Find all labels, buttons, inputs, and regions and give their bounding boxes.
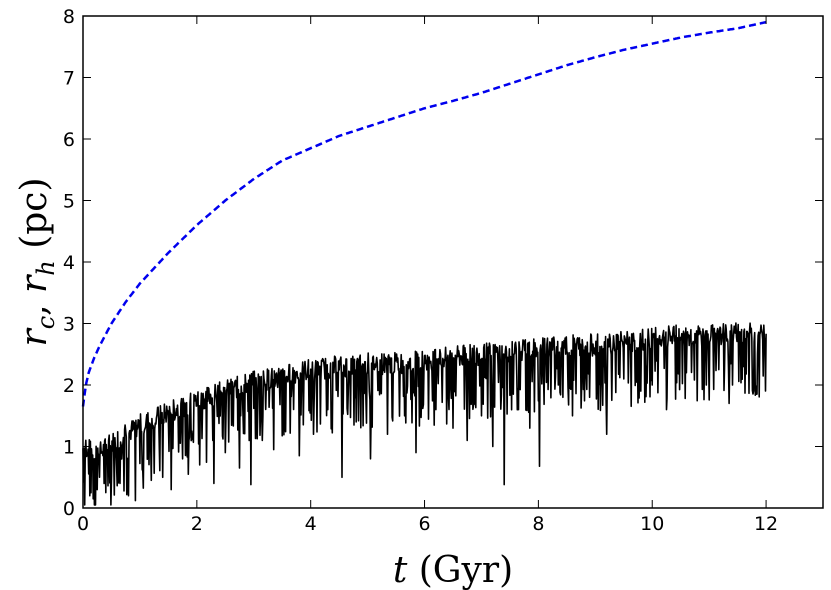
y-tick-label: 8 xyxy=(63,6,75,28)
y-tick-label: 7 xyxy=(63,68,75,90)
x-axis-title: t (Gyr) xyxy=(393,550,513,590)
x-tick-label: 6 xyxy=(418,513,430,535)
y-tick-label: 4 xyxy=(63,252,75,274)
y-tick-label: 6 xyxy=(63,129,75,151)
x-axis-var: t xyxy=(393,550,408,590)
y-axis-var2: r xyxy=(14,274,55,293)
series-layer xyxy=(81,20,767,506)
y-tick-label: 1 xyxy=(63,437,75,459)
series-r-h-line xyxy=(81,20,767,407)
y-axis-sub1: c xyxy=(32,316,60,329)
y-tick-label: 2 xyxy=(63,375,75,397)
series-r-c-line xyxy=(82,322,767,506)
x-tick-label: 2 xyxy=(191,513,203,535)
y-axis-sub2: h xyxy=(32,260,60,275)
y-axis-sep: , xyxy=(14,293,55,316)
y-tick-label: 5 xyxy=(63,191,75,213)
y-axis-unit: (pc) xyxy=(14,178,55,249)
x-tick-label: 12 xyxy=(754,513,778,535)
y-axis-var1: r xyxy=(14,328,55,347)
y-tick-label: 0 xyxy=(63,498,75,520)
x-tick-label: 10 xyxy=(640,513,664,535)
x-axis-unit: (Gyr) xyxy=(419,550,513,590)
x-tick-label: 0 xyxy=(77,513,89,535)
y-axis-title: rc, rh (pc) xyxy=(14,178,60,347)
y-tick-label: 3 xyxy=(63,314,75,336)
x-tick-label: 4 xyxy=(305,513,317,535)
x-tick-label: 8 xyxy=(532,513,544,535)
